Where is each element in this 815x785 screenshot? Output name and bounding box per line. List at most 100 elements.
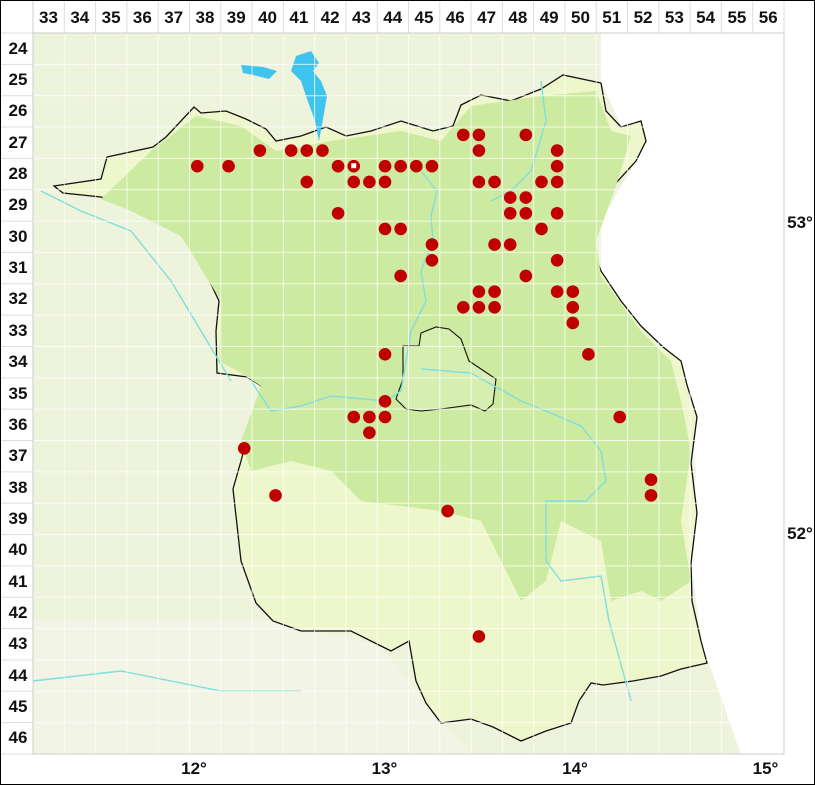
latitude-label: 53°	[787, 213, 813, 232]
longitude-label: 15°	[752, 759, 779, 778]
record-dot	[566, 285, 580, 298]
record-dot	[488, 175, 501, 189]
row-label: 24	[8, 38, 28, 58]
row-label: 30	[8, 226, 28, 246]
column-label: 48	[508, 8, 528, 27]
column-label: 55	[727, 8, 747, 27]
longitude-label: 14°	[562, 759, 588, 778]
record-dot	[316, 144, 329, 157]
row-label: 34	[8, 352, 28, 372]
row-label: 46	[8, 728, 28, 748]
record-dot	[503, 206, 517, 220]
column-label: 40	[258, 8, 277, 27]
row-label: 35	[8, 383, 28, 403]
row-label: 31	[8, 258, 28, 278]
record-dot	[378, 395, 392, 408]
lake-small	[241, 65, 277, 79]
record-dot	[472, 175, 486, 189]
row-label: 39	[8, 508, 28, 528]
record-dot	[347, 410, 361, 424]
record-dot	[488, 300, 501, 314]
latitude-label: 52°	[787, 524, 813, 543]
longitude-label: 13°	[371, 759, 398, 778]
record-dot	[582, 348, 595, 361]
record-dot	[519, 191, 533, 204]
record-dot	[378, 159, 392, 173]
column-label: 41	[289, 8, 309, 27]
record-dot	[410, 159, 423, 173]
row-label: 38	[8, 477, 28, 497]
record-dot	[237, 442, 251, 455]
column-label: 34	[70, 8, 90, 27]
record-dot	[363, 426, 376, 439]
row-label: 33	[8, 320, 28, 340]
record-dot	[566, 316, 580, 330]
row-label: 43	[8, 634, 28, 654]
record-dot	[425, 253, 439, 267]
record-dot	[300, 144, 314, 157]
record-dot	[441, 504, 454, 518]
record-dot	[222, 159, 235, 173]
record-dot	[394, 222, 407, 236]
river-oder	[490, 80, 547, 202]
column-label: 39	[226, 8, 246, 27]
row-label: 41	[8, 571, 28, 591]
column-label: 42	[320, 8, 340, 27]
record-dot	[519, 269, 533, 283]
record-dot	[363, 175, 376, 189]
row-label: 28	[8, 164, 28, 184]
record-dot	[535, 175, 548, 189]
record-dot	[331, 159, 345, 173]
record-dot	[347, 175, 361, 189]
column-label: 49	[539, 8, 559, 27]
record-dot	[535, 222, 548, 236]
column-label: 54	[696, 8, 716, 27]
record-dot	[550, 175, 564, 189]
row-label: 42	[8, 602, 28, 622]
grid-lines	[1, 1, 785, 755]
record-dot	[363, 410, 376, 424]
record-dot	[644, 489, 658, 502]
row-label: 44	[8, 665, 28, 685]
column-label: 38	[195, 8, 215, 27]
column-label: 47	[477, 8, 497, 27]
record-dot	[378, 348, 392, 361]
record-dot	[190, 159, 204, 173]
record-dot	[503, 238, 517, 251]
record-dot	[425, 238, 439, 251]
record-dot	[550, 206, 564, 220]
row-label: 45	[8, 696, 28, 716]
column-label: 44	[383, 8, 403, 27]
record-dot	[472, 144, 486, 157]
column-label: 35	[101, 8, 121, 27]
row-label: 32	[8, 289, 28, 309]
column-label: 50	[570, 8, 590, 27]
record-dot	[472, 300, 486, 314]
record-dot	[456, 128, 470, 142]
row-label: 29	[8, 195, 28, 215]
record-dot	[550, 285, 564, 298]
column-label: 43	[351, 8, 371, 27]
river-elbe	[40, 190, 232, 382]
record-dot	[550, 159, 564, 173]
record-dot	[519, 128, 533, 142]
record-dot	[284, 144, 298, 157]
longitude-label: 12°	[181, 759, 207, 778]
record-dot	[378, 410, 392, 424]
record-dot	[472, 128, 486, 142]
record-dot	[269, 489, 282, 502]
outside-east-area	[601, 33, 784, 754]
column-label: 46	[445, 8, 465, 27]
record-dot	[488, 238, 501, 251]
record-dot	[550, 253, 564, 267]
record-dot	[613, 410, 627, 424]
record-dot	[425, 159, 439, 173]
column-label: 33	[39, 8, 58, 27]
row-label: 40	[8, 540, 28, 560]
row-label: 27	[8, 132, 28, 152]
column-label: 37	[164, 8, 184, 27]
row-label: 25	[8, 70, 28, 90]
record-dot	[378, 222, 392, 236]
column-label: 53	[664, 8, 684, 27]
